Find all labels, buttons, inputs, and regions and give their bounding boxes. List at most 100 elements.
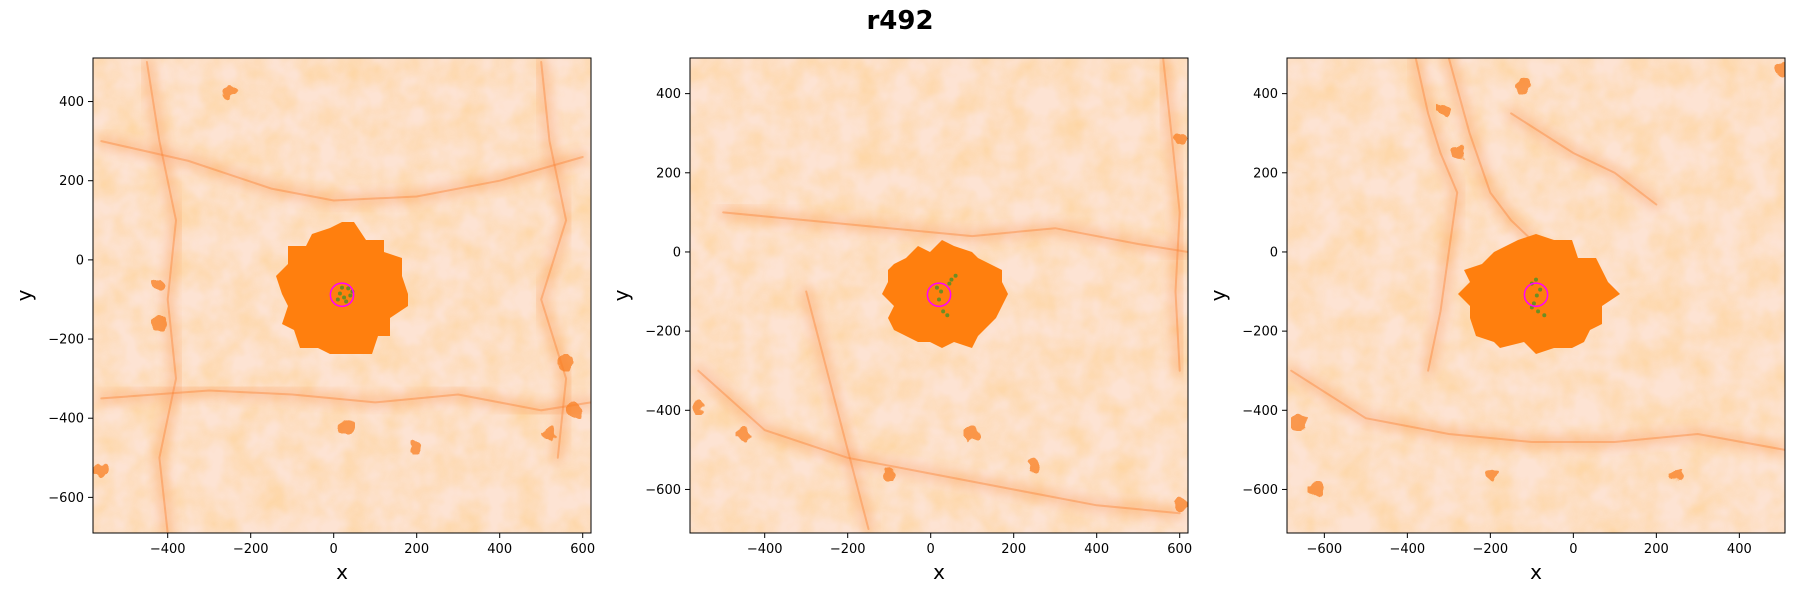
filament-2 [718,207,1188,257]
x-tick-label: −400 [747,542,783,557]
x-tick-label: −600 [1306,542,1342,557]
clump-3 [1172,498,1187,513]
green-point-1 [934,285,939,290]
x-tick-label: 200 [404,542,429,557]
clump-4 [1450,146,1465,160]
green-point-6 [1542,313,1547,318]
plot-area [1287,58,1785,533]
center-ring [1523,282,1549,308]
x-tick-label: −400 [150,542,186,557]
y-tick-label: 0 [673,245,681,260]
x-tick-label: 0 [1569,542,1577,557]
clump-3 [1437,102,1452,117]
y-tick-label: 200 [656,166,681,181]
clump-8 [1516,78,1531,93]
y-axis-label: y [12,289,36,301]
green-point-4 [953,273,958,278]
y-tick-label: 400 [1253,87,1278,102]
clump-8 [409,438,424,453]
green-point-5 [941,309,946,314]
clump-6 [1670,466,1685,481]
clump-5 [542,427,557,442]
chart-panel-3: −600 −400 −200 0 200 400 400 200 0 −200 −400 −600 x y [1206,57,1786,584]
y-axis-label: y [609,289,633,301]
clump-1 [1292,415,1307,430]
green-point-6 [945,313,950,318]
y-tick-label: 200 [59,174,84,189]
clump-5 [1027,458,1042,473]
clump-7 [965,427,980,442]
axes-frame [689,57,1189,534]
green-point-2 [939,289,944,294]
filament-core-1 [100,140,584,202]
center-ring [926,282,952,308]
x-tick-label: −200 [1472,542,1508,557]
green-point-5 [1536,309,1541,314]
y-tick-label: −400 [645,404,681,419]
green-point-4 [1531,301,1536,306]
center-ring [329,282,355,308]
filament-1 [96,136,588,206]
plot-area [93,58,591,533]
y-tick-label: −600 [1242,483,1278,498]
clump-7 [1773,62,1785,77]
clump-4 [882,466,897,481]
y-tick-label: −400 [48,412,84,427]
x-tick-label: 600 [1167,542,1192,557]
y-tick-label: −200 [48,333,84,348]
dense-halo [882,240,1008,348]
clump-2 [152,316,167,331]
y-tick-label: 200 [1253,166,1278,181]
green-point-8 [340,285,344,290]
filament-2 [96,385,591,415]
x-axis-label: x [933,560,945,584]
green-point-8 [1534,293,1539,298]
filament-2 [1444,58,1537,245]
clump-2 [1309,482,1324,497]
green-point-5 [335,297,340,302]
y-tick-label: 0 [1270,245,1278,260]
green-point-6 [344,299,349,304]
filament-core-4 [805,290,870,530]
clump-9 [339,419,354,434]
filament-1 [693,366,1185,518]
clump-4 [567,403,582,418]
y-tick-label: 0 [76,253,84,268]
filament-core-3 [145,61,178,533]
y-tick-label: 400 [656,87,681,102]
filament-core-2 [722,211,1188,253]
filament-core-3 [1290,369,1785,451]
filament-core-1 [697,369,1181,515]
x-tick-label: 600 [570,542,595,557]
y-tick-label: 400 [59,95,84,110]
clump-6 [222,86,237,101]
filament-1 [1411,58,1462,376]
x-axis-label: x [336,560,348,584]
green-point-2 [342,295,347,300]
x-tick-label: 200 [1001,542,1026,557]
y-tick-label: −600 [645,483,681,498]
filament-core-2 [1447,58,1533,242]
dense-halo [1458,234,1620,354]
filament-3 [142,58,181,533]
x-tick-label: 0 [330,542,338,557]
filament-core-3 [1162,58,1181,372]
clump-5 [1483,466,1498,481]
x-tick-label: 400 [487,542,512,557]
green-point-1 [337,291,342,296]
green-point-3 [346,286,351,291]
clump-3 [559,355,574,370]
x-tick-label: 400 [1727,542,1752,557]
x-tick-label: −200 [830,542,866,557]
filament-core-2 [100,389,591,412]
filament-core-1 [1414,58,1459,372]
y-axis-label: y [1206,289,1230,301]
chart-panel-2: −400 −200 0 200 400 600 400 200 0 −200 −400 −600 x y [609,57,1192,584]
x-tick-label: −400 [1389,542,1425,557]
x-axis-label: x [1530,560,1542,584]
filament-core-4 [540,61,568,459]
filament-4 [536,58,571,463]
chart-panel-1: −400 −200 0 200 400 600 400 200 0 −200 −400 −600 x y [12,57,595,584]
x-tick-label: 200 [1644,542,1669,557]
